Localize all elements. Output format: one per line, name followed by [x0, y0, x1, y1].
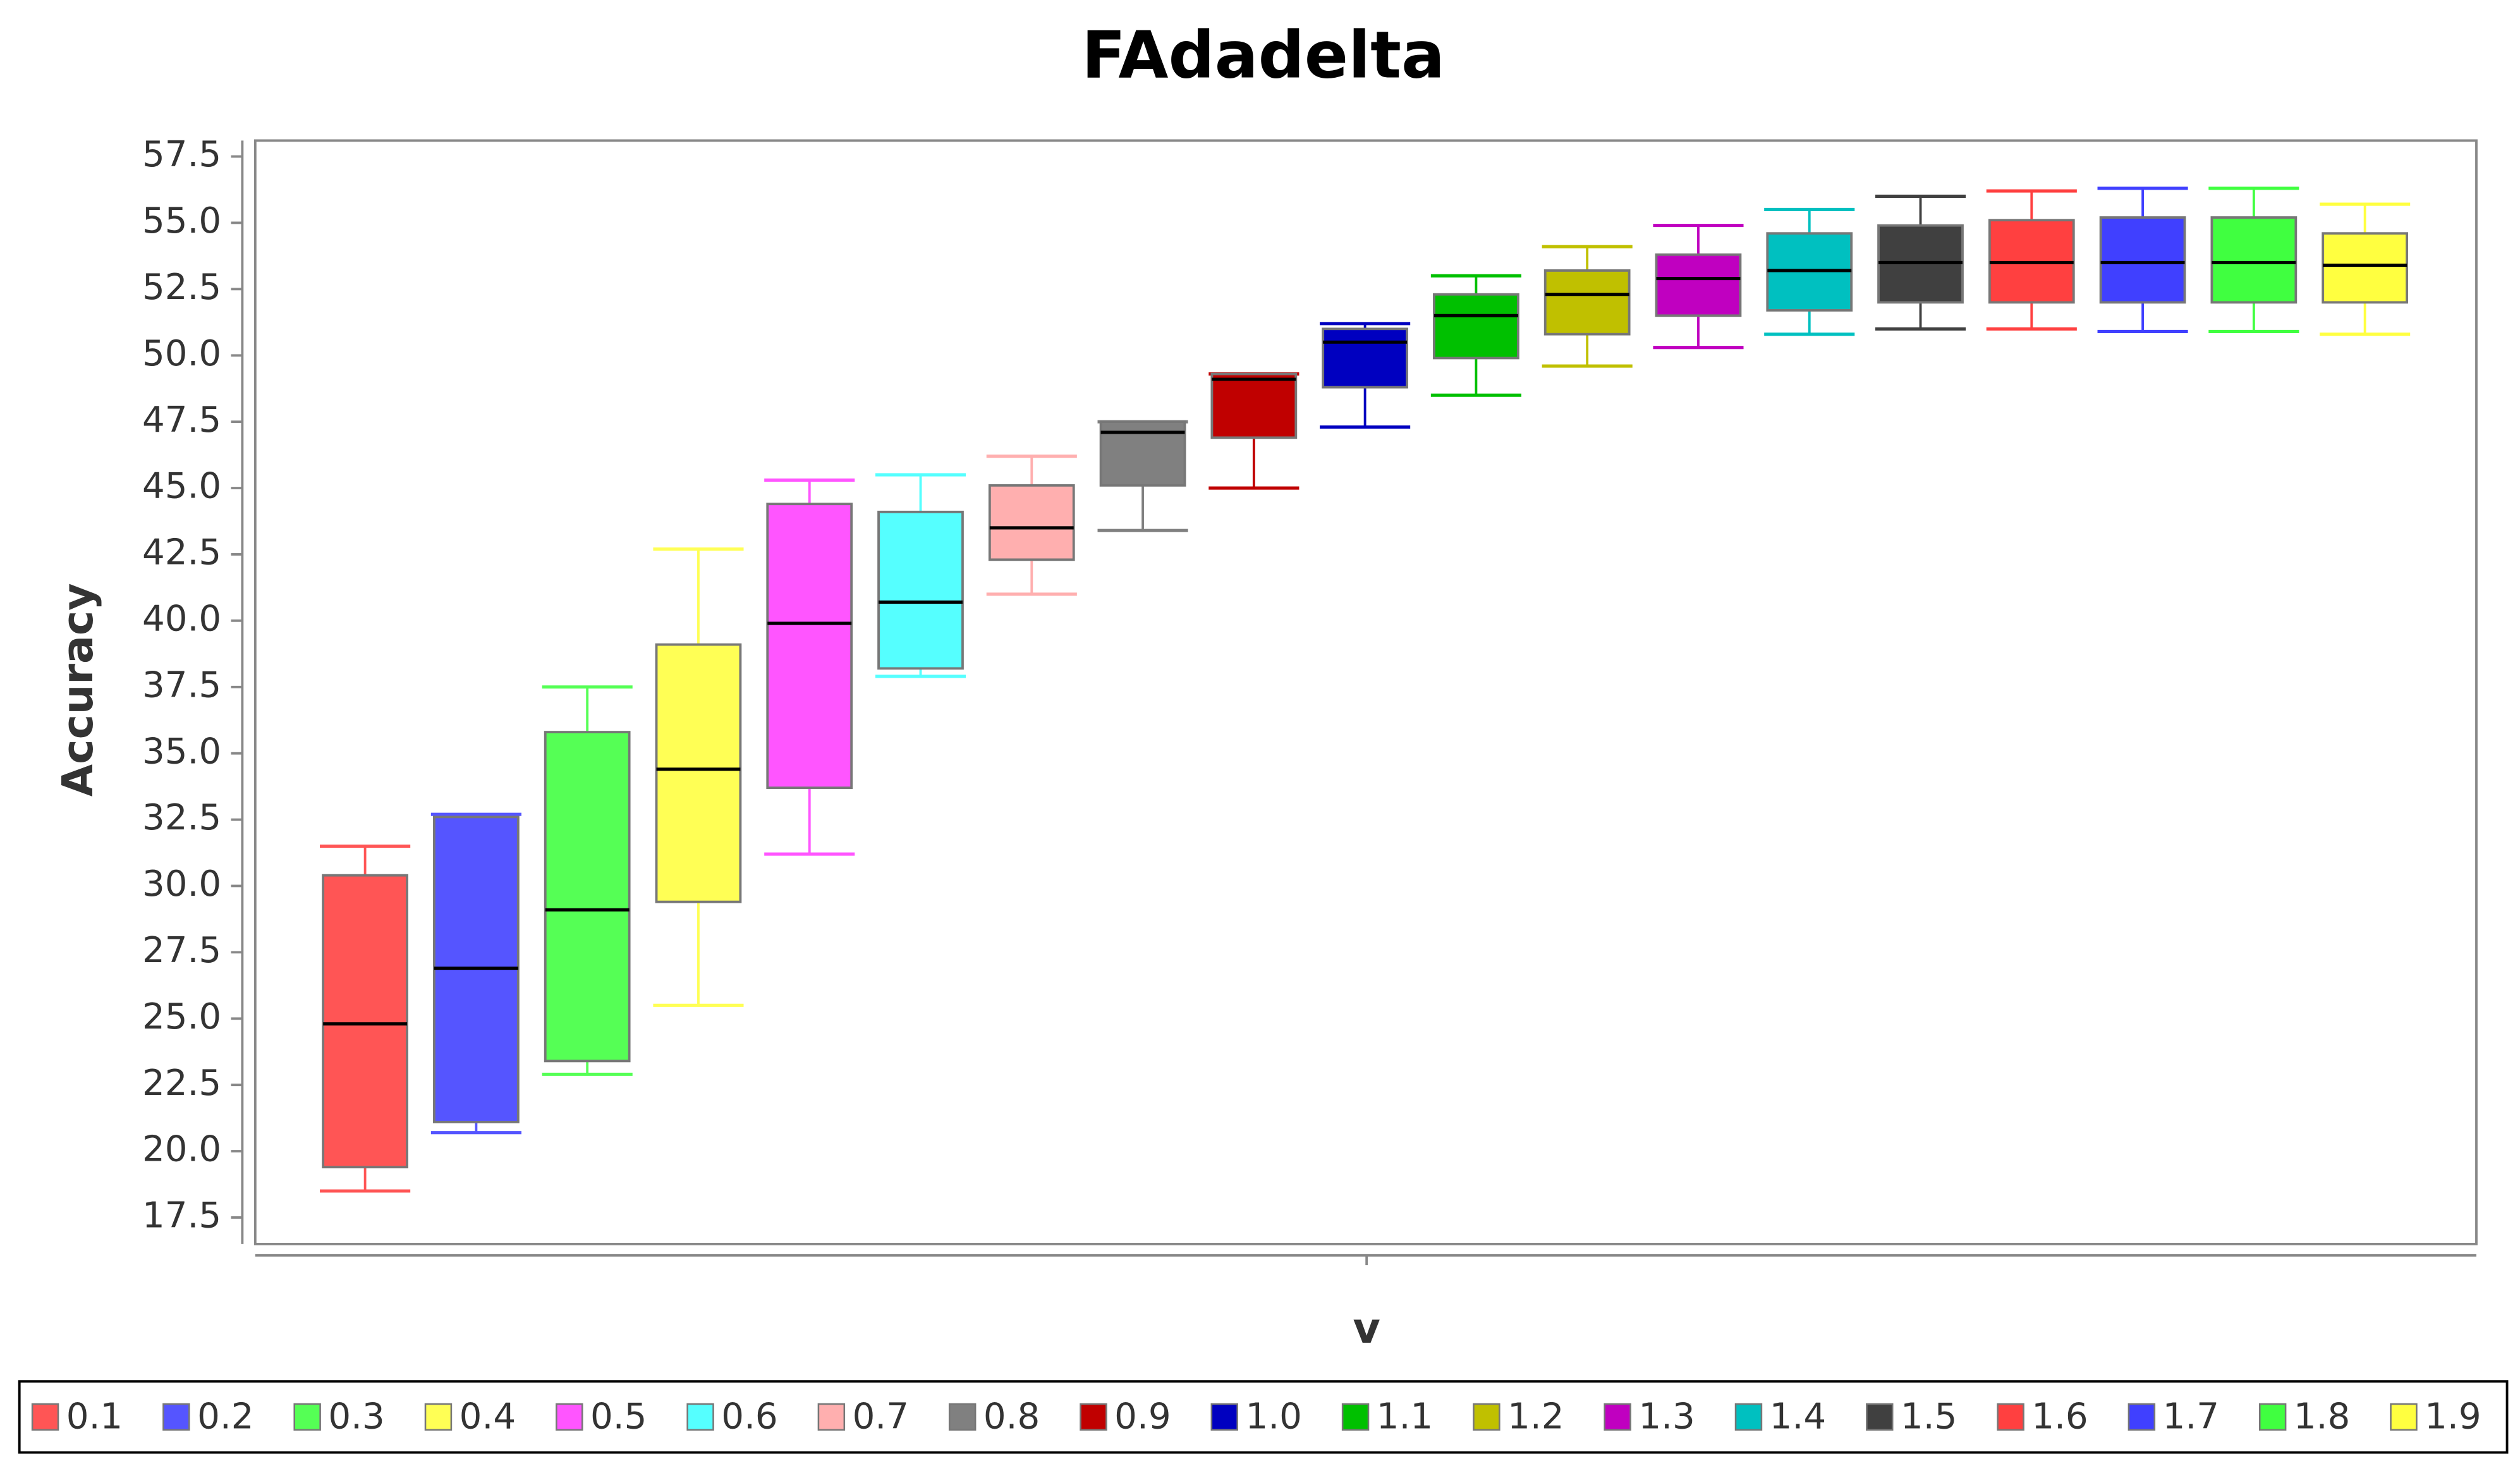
legend-label: 0.9 — [1114, 1396, 1171, 1438]
legend-swatch — [2127, 1403, 2156, 1431]
y-tick-label: 27.5 — [142, 930, 221, 971]
y-tick-label: 22.5 — [142, 1063, 221, 1104]
legend-swatch — [1604, 1403, 1631, 1431]
legend-swatch — [1210, 1403, 1238, 1431]
legend-label: 0.2 — [197, 1396, 253, 1438]
legend-swatch — [686, 1403, 714, 1431]
legend-label: 1.3 — [1638, 1396, 1695, 1438]
legend-label: 0.6 — [721, 1396, 777, 1438]
legend-swatch — [1080, 1403, 1107, 1431]
legend-label: 1.1 — [1377, 1396, 1433, 1438]
box — [544, 731, 631, 1063]
legend-label: 1.0 — [1245, 1396, 1301, 1438]
legend-label: 1.4 — [1770, 1396, 1826, 1438]
box — [1210, 372, 1298, 439]
y-tick-label: 57.5 — [142, 134, 221, 175]
y-tick-label: 37.5 — [142, 664, 221, 705]
y-tick-label: 25.0 — [142, 996, 221, 1037]
y-axis-label: Accuracy — [53, 583, 102, 797]
x-axis-label: v — [1353, 1304, 1380, 1353]
legend-label: 0.8 — [983, 1396, 1040, 1438]
y-tick-label: 42.5 — [142, 532, 221, 573]
box — [2210, 216, 2298, 304]
legend-label: 0.5 — [590, 1396, 647, 1438]
legend-label: 1.2 — [1507, 1396, 1564, 1438]
y-tick-label: 47.5 — [142, 400, 221, 441]
legend-swatch — [556, 1403, 583, 1431]
y-tick-label: 32.5 — [142, 797, 221, 838]
legend-label: 0.4 — [460, 1396, 516, 1438]
legend-label: 0.3 — [328, 1396, 384, 1438]
y-tick-label: 50.0 — [142, 333, 221, 374]
legend — [18, 1380, 2509, 1454]
y-tick-label: 20.0 — [142, 1129, 221, 1170]
legend-label: 1.6 — [2031, 1396, 2088, 1438]
legend-label: 1.8 — [2294, 1396, 2350, 1438]
box — [1433, 293, 1519, 360]
legend-label: 0.1 — [66, 1396, 123, 1438]
y-tick-label: 52.5 — [142, 267, 221, 308]
y-tick-label: 55.0 — [142, 200, 221, 241]
legend-swatch — [1341, 1403, 1370, 1431]
legend-swatch — [31, 1403, 59, 1431]
box — [1543, 269, 1631, 336]
legend-swatch — [1734, 1403, 1763, 1431]
y-tick-label: 45.0 — [142, 466, 221, 507]
legend-swatch — [948, 1403, 977, 1431]
legend-swatch — [293, 1403, 321, 1431]
legend-swatch — [162, 1403, 190, 1431]
chart-title: FAdadelta — [1081, 18, 1445, 93]
legend-label: 1.5 — [1901, 1396, 1957, 1438]
box — [2099, 216, 2186, 304]
legend-swatch — [1997, 1403, 2024, 1431]
y-tick-label: 40.0 — [142, 598, 221, 639]
legend-label: 1.7 — [2163, 1396, 2219, 1438]
box — [1322, 327, 1408, 389]
box — [2322, 232, 2408, 304]
legend-swatch — [1473, 1403, 1500, 1431]
legend-swatch — [424, 1403, 453, 1431]
y-tick-label: 30.0 — [142, 864, 221, 905]
box — [988, 484, 1075, 561]
box — [655, 643, 742, 903]
legend-label: 1.9 — [2425, 1396, 2481, 1438]
box — [877, 510, 964, 670]
box — [766, 503, 853, 790]
y-tick-label: 35.0 — [142, 731, 221, 772]
legend-swatch — [2390, 1403, 2418, 1431]
y-tick-label: 17.5 — [142, 1195, 221, 1237]
legend-swatch — [2258, 1403, 2287, 1431]
legend-swatch — [817, 1403, 846, 1431]
legend-label: 0.7 — [853, 1396, 909, 1438]
legend-swatch — [1866, 1403, 1894, 1431]
box — [322, 874, 408, 1169]
box — [1655, 253, 1742, 317]
